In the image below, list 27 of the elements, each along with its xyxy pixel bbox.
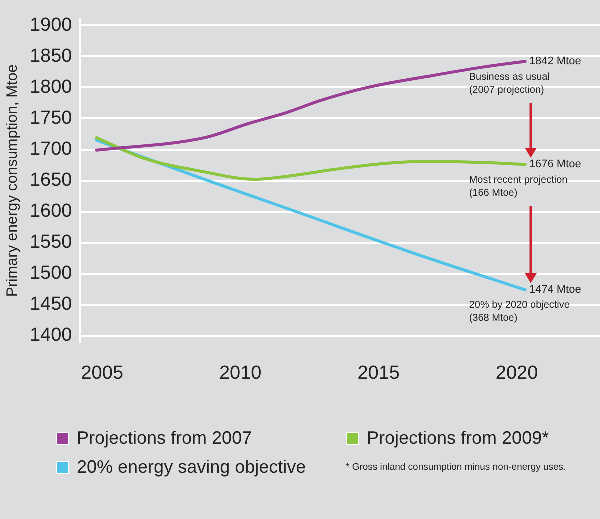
annotation: 20% by 2020 objective (368 Mtoe) <box>469 299 570 326</box>
x-tick-label: 2010 <box>219 362 262 384</box>
data-label: 1676 Mtoe <box>529 158 582 171</box>
x-tick-label: 2015 <box>358 362 400 384</box>
data-label: 1842 Mtoe <box>529 56 582 68</box>
y-tick-label: 1400 <box>30 325 72 346</box>
y-tick-label: 1800 <box>30 76 72 98</box>
y-tick-label: 1500 <box>30 263 72 284</box>
y-tick-label: 1450 <box>30 294 72 316</box>
annotation: Most recent projection (166 Mtoe) <box>469 174 568 200</box>
y-tick-label: 1850 <box>30 46 72 67</box>
y-tick-label: 1600 <box>30 201 72 222</box>
y-tick-label: 1650 <box>30 170 72 192</box>
x-tick-label: 2020 <box>496 362 538 384</box>
annotation: Business as usual (2007 projection) <box>469 70 550 97</box>
y-tick-label: 1750 <box>30 108 72 129</box>
legend-label: Projections from 2009* <box>367 428 550 449</box>
y-tick-label: 1900 <box>30 14 72 36</box>
x-tick-label: 2005 <box>81 362 124 384</box>
y-tick-label: 1550 <box>30 232 72 254</box>
data-label: 1474 Mtoe <box>529 284 582 296</box>
legend-label: 20% energy saving objective <box>77 457 306 478</box>
y-tick-label: 1700 <box>30 138 72 160</box>
y-axis-title: Primary energy consumption, Mtoe <box>4 64 22 298</box>
text: * Gross inland consumption minus non-energy uses. <box>346 462 568 473</box>
legend-label: Projections from 2007 <box>77 428 252 449</box>
line-series <box>95 136 527 182</box>
